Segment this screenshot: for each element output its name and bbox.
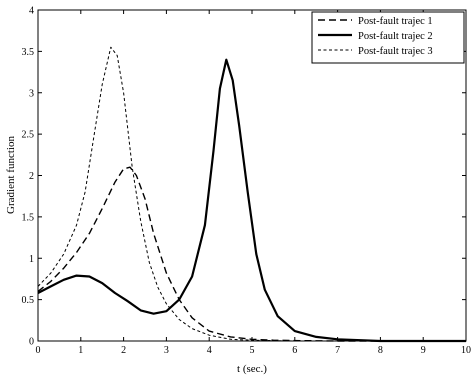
legend: Post-fault trajec 1 Post-fault trajec 2 Po… <box>311 11 465 64</box>
y-tick-label: 0.5 <box>22 295 35 306</box>
y-tick-label: 2.5 <box>22 130 35 141</box>
plot-area <box>37 9 467 342</box>
y-tick-label: 1.5 <box>22 212 35 223</box>
y-tick-label: 2 <box>29 171 34 182</box>
series-line-2 <box>37 58 466 343</box>
x-axis-label: t (sec.) <box>237 363 267 375</box>
y-tick-label: 3 <box>29 88 34 99</box>
x-tick-label: 6 <box>292 345 297 356</box>
series-lines <box>37 46 466 343</box>
x-tick-label: 7 <box>335 345 340 356</box>
y-tick-label: 0 <box>29 337 34 348</box>
x-tick-label: 1 <box>78 345 83 356</box>
x-tick-label: 9 <box>421 345 426 356</box>
y-tick-label: 3.5 <box>22 47 35 58</box>
legend-label-2: Post-fault trajec 2 <box>358 31 433 42</box>
y-tick-label: 4 <box>29 6 34 17</box>
x-tick-label: 5 <box>250 345 255 356</box>
legend-label-1: Post-fault trajec 1 <box>358 16 433 27</box>
y-tick-label: 1 <box>29 254 34 265</box>
x-tick-label: 8 <box>378 345 383 356</box>
legend-label-3: Post-fault trajec 3 <box>358 46 433 57</box>
x-tick-label: 10 <box>461 345 471 356</box>
y-axis-label: Gradient function <box>5 136 17 214</box>
x-tick-label: 4 <box>207 345 212 356</box>
x-tick-label: 3 <box>164 345 169 356</box>
ticks-layer: 0 1 2 3 4 5 6 7 8 9 10 0 0.5 1 1.5 2 2.5 3 3.5 4 <box>22 6 472 357</box>
legend-box <box>311 11 465 64</box>
x-tick-label: 2 <box>121 345 126 356</box>
series-line-3 <box>37 46 466 342</box>
x-tick-label: 0 <box>36 345 41 356</box>
